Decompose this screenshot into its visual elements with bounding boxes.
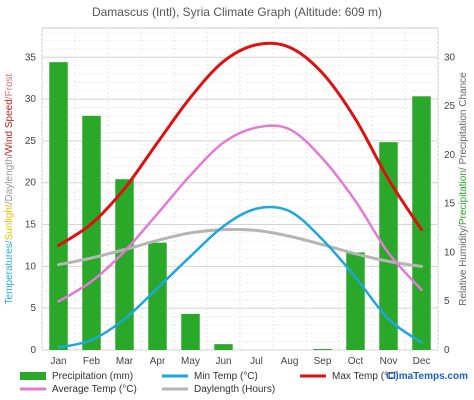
y-left-tick-label: 30 — [25, 94, 37, 105]
x-tick-label: Jul — [250, 356, 263, 367]
chart-title: Damascus (Intl), Syria Climate Graph (Al… — [92, 5, 382, 19]
x-tick-label: Jun — [215, 356, 231, 367]
left-axis-label-part: Temp — [4, 279, 15, 304]
brand-label: ClimaTemps.com — [386, 371, 468, 382]
min-temp-c-line — [57, 205, 423, 349]
right-axis-label-part: Precipitation — [458, 170, 469, 225]
precipitation-bar — [82, 115, 101, 351]
x-tick-label: Nov — [380, 356, 398, 367]
x-tick-label: Aug — [281, 356, 299, 367]
x-tick-label: Mar — [116, 356, 134, 367]
precipitation-bar — [148, 242, 167, 350]
y-right-tick-label: 5 — [444, 296, 450, 307]
y-left-tick-label: 0 — [30, 345, 36, 356]
y-right-tick-label: 15 — [444, 199, 456, 210]
left-axis-label-part: eratures/ — [4, 240, 15, 280]
y-right-tick-label: 20 — [444, 150, 456, 161]
x-tick-label: Apr — [150, 356, 166, 367]
precipitation-bar — [115, 179, 134, 350]
right-axis-label: Relative Humidity/Precipitation/ Precipi… — [458, 72, 469, 306]
daylength-hours-line — [57, 227, 423, 268]
y-left-tick-label: 5 — [30, 303, 36, 314]
legend-swatch — [20, 372, 46, 380]
grid — [41, 27, 439, 351]
precipitation-bar — [313, 349, 332, 350]
precipitation-bar — [214, 344, 233, 350]
y-left-tick-label: 20 — [25, 178, 37, 189]
left-axis-label-part: /Daylength — [4, 156, 15, 204]
max-temp-c-line — [57, 41, 423, 247]
legend-label: Average Temp (°C) — [52, 384, 137, 395]
left-axis-label-part: /Frost — [4, 73, 15, 99]
x-tick-label: Dec — [413, 356, 431, 367]
y-right-tick-label: 25 — [444, 101, 456, 112]
x-tick-label: Feb — [83, 356, 101, 367]
y-left-tick-label: 10 — [25, 261, 37, 272]
y-right-tick-label: 0 — [444, 345, 450, 356]
precipitation-bar — [181, 313, 200, 350]
legend-label: Precipitation (mm) — [52, 371, 133, 382]
axes: 0 5 10 15 20 25 30 35 0 5 10 15 20 25 30 Jan Feb Mar Apr Ma… — [25, 52, 456, 367]
legend-label: Max Temp (°C) — [332, 371, 399, 382]
precipitation-bar — [412, 96, 431, 350]
left-axis-label-part: Sunlight — [4, 204, 15, 240]
precipitation-bars — [49, 62, 431, 351]
precipitation-bar — [379, 142, 398, 350]
x-tick-label: Jan — [50, 356, 66, 367]
legend: Precipitation (mm) Min Temp (°C) Max Temp … — [20, 371, 399, 395]
x-tick-label: Sep — [314, 356, 332, 367]
left-axis-label: Temperatures/Sunlight/Daylength/Wind Spe… — [4, 73, 15, 304]
y-left-tick-label: 35 — [25, 52, 37, 63]
precipitation-bar — [49, 62, 68, 350]
legend-label: Min Temp (°C) — [194, 371, 258, 382]
x-tick-label: May — [181, 356, 200, 367]
y-right-tick-label: 30 — [444, 52, 456, 63]
left-axis-label-part: /Wind Speed — [4, 99, 15, 156]
right-axis-label-part: / Precipitation Chance — [458, 72, 469, 170]
y-left-tick-label: 25 — [25, 136, 37, 147]
legend-label: Daylength (Hours) — [194, 384, 275, 395]
right-axis-label-part: Relative Humidity/ — [458, 225, 469, 306]
series-lines — [57, 41, 423, 349]
average-temp-c-line — [57, 124, 423, 303]
y-right-tick-label: 10 — [444, 247, 456, 258]
precipitation-bar — [346, 252, 365, 350]
x-tick-label: Oct — [348, 356, 364, 367]
y-left-tick-label: 15 — [25, 220, 37, 231]
